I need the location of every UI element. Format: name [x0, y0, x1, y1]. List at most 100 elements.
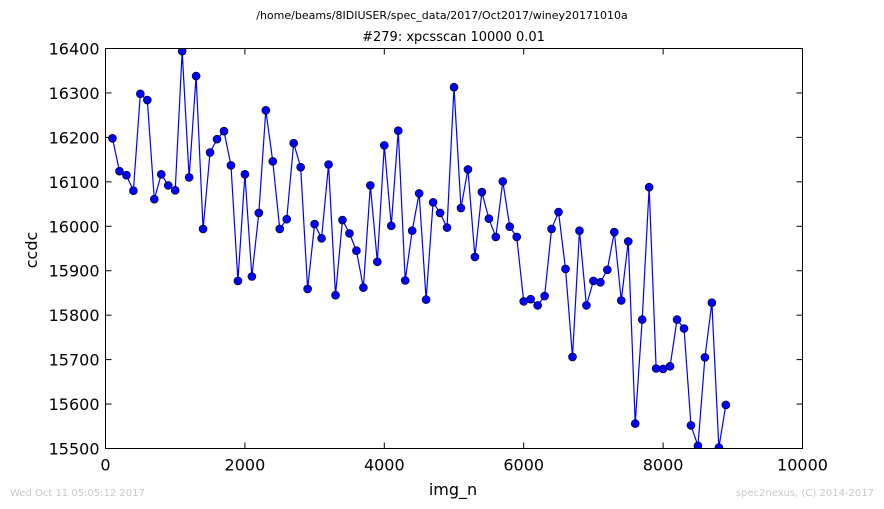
x-tick-label: 6000: [503, 456, 544, 475]
data-point: [191, 71, 201, 81]
data-point: [317, 233, 326, 243]
x-axis: 0 2000 4000 6000 8000 10000: [100, 48, 828, 475]
data-point: [672, 315, 682, 324]
data-point: [115, 166, 124, 176]
data-point: [205, 148, 215, 157]
data-point: [122, 170, 131, 180]
data-point: [554, 207, 563, 217]
data-point: [156, 169, 166, 179]
data-point: [247, 272, 257, 281]
y-tick-label: 15800: [49, 306, 100, 325]
data-point: [561, 264, 570, 274]
data-point: [108, 133, 117, 143]
x-tick-label: 8000: [643, 456, 684, 475]
data-point: [589, 276, 598, 286]
timestamp: Wed Oct 11 05:05:12 2017: [10, 488, 145, 499]
data-point: [212, 134, 222, 144]
data-point: [366, 181, 375, 190]
y-tick-label: 16100: [49, 173, 100, 192]
data-point: [177, 48, 187, 56]
data-point: [623, 237, 633, 246]
data-point: [268, 157, 278, 166]
data-point: [170, 185, 180, 195]
data-point: [407, 226, 417, 236]
data-point: [240, 169, 250, 179]
plot-frame: [105, 48, 803, 449]
data-point: [261, 105, 271, 115]
data-point: [373, 257, 382, 267]
data-point: [129, 186, 138, 196]
data-point: [686, 421, 696, 430]
data-point: [296, 162, 305, 172]
data-point: [324, 160, 333, 169]
data-point: [386, 221, 396, 231]
data-point: [275, 224, 285, 234]
y-tick-label: 15600: [49, 395, 100, 414]
data-point: [136, 89, 145, 99]
series-group: [108, 48, 731, 449]
data-point: [143, 95, 152, 105]
data-point: [428, 197, 438, 207]
plot-title: #279: xpcsscan 10000 0.01: [362, 30, 545, 45]
data-point: [449, 82, 459, 92]
y-tick-label: 16000: [49, 217, 100, 236]
x-axis-label: img_n: [429, 480, 477, 500]
data-point: [679, 324, 689, 333]
data-point: [596, 277, 605, 287]
y-axis-label: ccdc: [22, 232, 41, 269]
data-point: [644, 182, 654, 192]
data-point: [435, 208, 445, 218]
x-tick-label: 2000: [225, 456, 266, 475]
data-point: [505, 222, 515, 232]
data-point: [282, 214, 292, 224]
data-point: [547, 224, 556, 234]
data-point: [400, 276, 410, 285]
data-point: [616, 296, 626, 305]
y-tick-label: 16200: [49, 128, 100, 147]
data-point: [540, 291, 549, 301]
data-point: [491, 232, 501, 242]
data-point: [442, 223, 452, 232]
data-point: [630, 419, 640, 428]
series-layer: [108, 48, 731, 449]
data-point: [331, 290, 340, 300]
data-point: [379, 141, 389, 150]
x-tick-label: 0: [100, 456, 110, 475]
data-point: [637, 315, 647, 324]
y-tick-label: 15900: [49, 262, 100, 281]
data-point: [149, 194, 159, 204]
y-tick-label: 15700: [49, 351, 100, 370]
data-point: [484, 214, 494, 224]
data-point: [310, 219, 319, 229]
data-point: [345, 229, 354, 238]
data-point: [707, 298, 717, 308]
data-point: [526, 294, 535, 304]
data-point: [477, 187, 487, 197]
data-point: [393, 126, 403, 136]
x-tick-label: 10000: [777, 456, 828, 475]
data-point: [352, 246, 361, 256]
data-point: [700, 353, 710, 362]
y-axis: 15500 15600 15700 15800 15900 16000 16100 16200…: [49, 40, 803, 459]
data-point: [610, 227, 619, 237]
data-point: [254, 208, 264, 218]
y-tick-label: 15500: [49, 440, 100, 459]
credit-text: spec2nexus, (C) 2014-2017: [735, 488, 874, 499]
data-point: [198, 224, 208, 234]
data-point: [582, 301, 591, 310]
data-point: [226, 161, 236, 170]
file-path-title: /home/beams/8IDIUSER/spec_data/2017/Oct2…: [256, 9, 628, 22]
data-point: [219, 126, 229, 136]
data-point: [575, 226, 584, 236]
data-point: [498, 177, 508, 186]
data-point: [693, 441, 703, 449]
data-point: [721, 400, 731, 410]
data-point: [289, 138, 298, 148]
data-point: [456, 203, 466, 213]
data-point: [665, 361, 675, 371]
y-tick-label: 16300: [49, 84, 100, 103]
data-point: [568, 352, 577, 362]
data-point: [470, 252, 480, 262]
data-point: [338, 215, 347, 225]
